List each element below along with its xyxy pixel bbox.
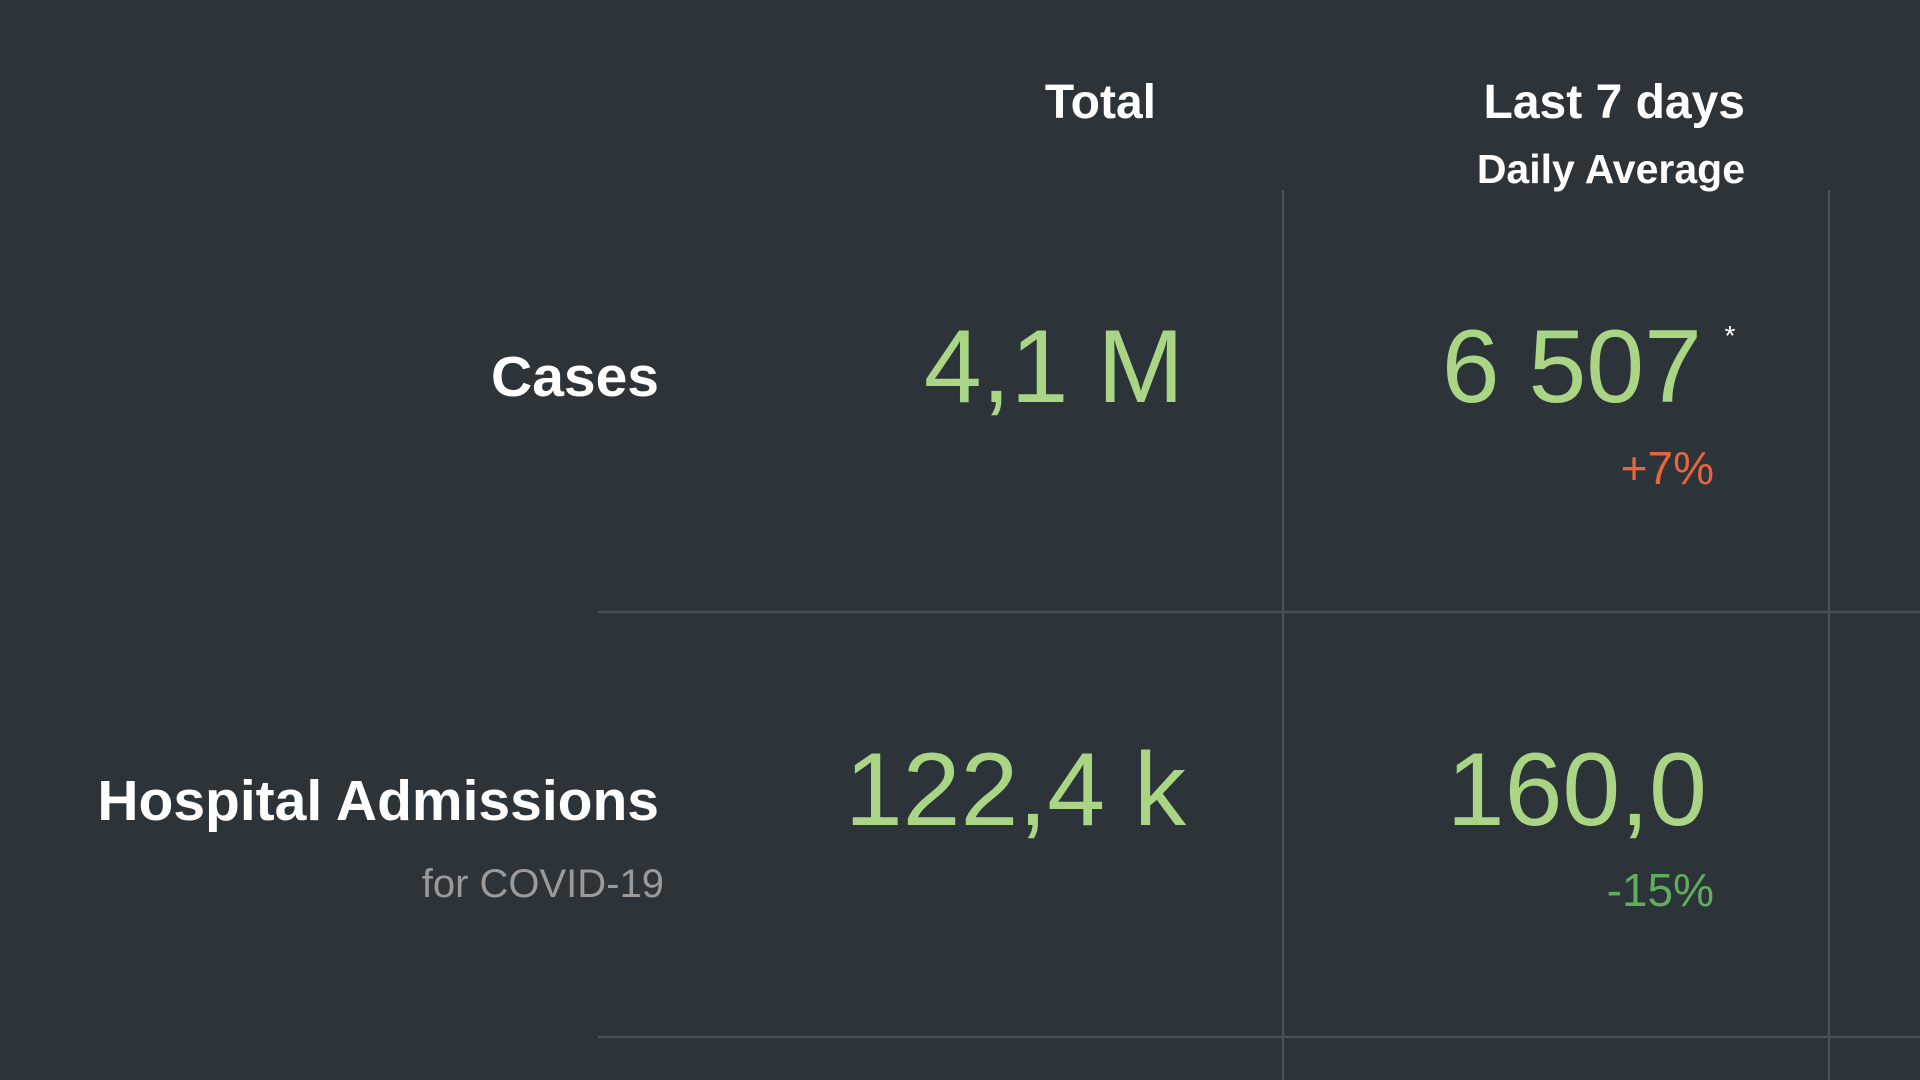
change-value: +7% bbox=[1621, 442, 1714, 494]
row-sublabel: for COVID-19 bbox=[422, 862, 664, 906]
average-value: 160,0 bbox=[1447, 732, 1707, 848]
row-label: Cases bbox=[491, 345, 659, 409]
footnote-mark: * bbox=[1725, 320, 1736, 351]
column-header: Last 7 days bbox=[1484, 76, 1745, 129]
column-subtitle: Daily Average bbox=[1477, 146, 1745, 192]
total-value: 4,1 M bbox=[924, 309, 1184, 425]
row-label: Hospital Admissions bbox=[97, 769, 659, 833]
total-value: 122,4 k bbox=[845, 732, 1187, 848]
change-value: -15% bbox=[1607, 864, 1714, 916]
column-header: Total bbox=[1045, 76, 1156, 129]
average-value: 6 507 bbox=[1442, 309, 1702, 425]
